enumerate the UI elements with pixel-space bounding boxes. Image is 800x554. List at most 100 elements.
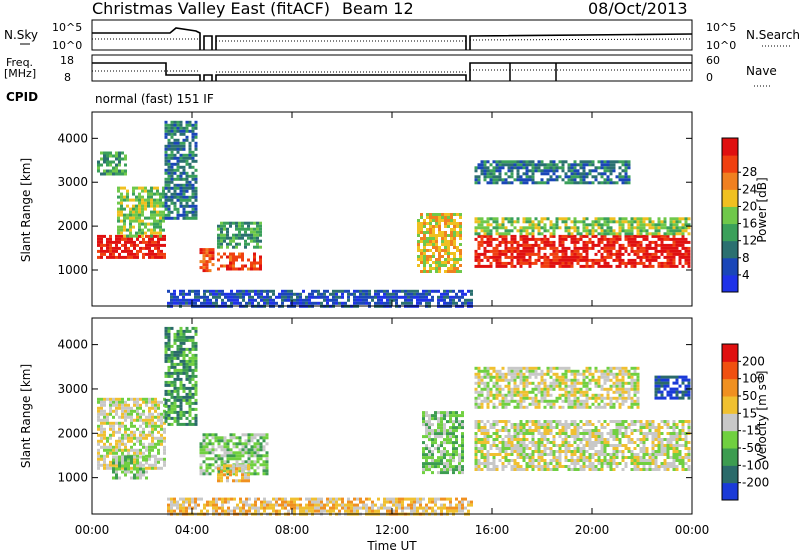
data-cell	[139, 412, 142, 416]
data-cell	[141, 231, 144, 235]
data-cell	[259, 448, 263, 452]
data-cell	[504, 420, 508, 423]
data-cell	[651, 453, 655, 456]
data-cell	[220, 470, 223, 474]
data-cell	[525, 237, 529, 241]
data-cell	[157, 243, 160, 247]
data-cell	[615, 232, 619, 236]
data-cell	[648, 217, 652, 221]
data-cell	[253, 463, 257, 467]
data-cell	[627, 220, 631, 224]
data-cell	[194, 123, 198, 127]
data-cell	[461, 420, 464, 424]
data-cell	[452, 447, 455, 451]
data-cell	[603, 420, 607, 423]
data-cell	[154, 436, 157, 440]
data-cell	[179, 204, 183, 208]
data-cell	[185, 386, 189, 390]
data-cell	[106, 463, 109, 467]
data-cell	[148, 448, 151, 452]
data-cell	[522, 261, 526, 265]
data-cell	[170, 401, 174, 405]
data-cell	[179, 141, 183, 145]
data-cell	[241, 476, 244, 480]
data-cell	[446, 468, 449, 472]
data-cell	[636, 240, 640, 244]
data-cell	[588, 240, 592, 244]
data-cell	[97, 466, 100, 470]
data-cell	[453, 225, 456, 228]
data-cell	[238, 236, 241, 240]
data-cell	[338, 301, 341, 305]
data-cell	[594, 441, 598, 444]
data-cell	[534, 217, 538, 221]
data-cell	[447, 261, 450, 264]
data-cell	[642, 252, 646, 256]
data-cell	[256, 472, 260, 476]
data-cell	[489, 453, 493, 456]
data-cell	[630, 450, 634, 453]
data-cell	[106, 436, 109, 440]
data-cell	[474, 423, 478, 426]
data-cell	[555, 220, 559, 224]
data-cell	[109, 234, 112, 238]
data-cell	[188, 301, 191, 305]
data-cell	[434, 438, 437, 442]
data-cell	[449, 298, 452, 302]
data-cell	[537, 423, 541, 426]
data-cell	[115, 463, 118, 467]
data-cell	[501, 163, 505, 167]
data-cell	[446, 292, 449, 296]
data-cell	[127, 415, 130, 419]
data-cell	[489, 426, 493, 429]
data-cell	[561, 166, 565, 170]
data-cell	[681, 459, 685, 462]
data-cell	[507, 229, 511, 233]
data-cell	[296, 292, 299, 296]
data-cell	[317, 295, 320, 299]
data-cell	[645, 462, 649, 465]
data-cell	[612, 456, 616, 459]
data-cell	[446, 301, 449, 305]
data-cell	[585, 232, 589, 236]
data-cell	[464, 298, 467, 302]
data-cell	[618, 432, 622, 435]
data-cell	[687, 249, 691, 253]
data-cell	[510, 249, 514, 253]
data-cell	[194, 204, 198, 208]
data-cell	[173, 377, 177, 381]
data-cell	[612, 220, 616, 224]
data-cell	[687, 264, 691, 268]
data-cell	[202, 439, 206, 443]
data-cell	[461, 453, 464, 457]
data-cell	[425, 301, 428, 305]
data-cell	[636, 252, 640, 256]
data-cell	[573, 226, 577, 230]
data-cell	[194, 353, 198, 357]
data-cell	[606, 459, 610, 462]
data-cell	[232, 472, 236, 476]
data-cell	[139, 461, 142, 465]
data-cell	[127, 409, 130, 413]
data-cell	[648, 453, 652, 456]
data-cell	[597, 160, 601, 164]
data-cell	[157, 460, 160, 464]
data-cell	[576, 252, 580, 256]
data-cell	[441, 255, 444, 258]
data-cell	[636, 462, 640, 465]
data-cell	[226, 442, 230, 446]
data-cell	[618, 423, 622, 426]
data-cell	[191, 195, 195, 199]
data-cell	[194, 326, 198, 330]
data-cell	[250, 472, 254, 476]
data-cell	[531, 465, 535, 468]
data-cell	[191, 126, 195, 130]
data-cell	[606, 444, 610, 447]
data-cell	[486, 175, 490, 179]
data-cell	[235, 227, 238, 231]
data-cell	[124, 409, 127, 413]
data-cell	[179, 353, 183, 357]
data-cell	[153, 186, 156, 190]
data-cell	[477, 220, 481, 224]
data-cell	[176, 150, 180, 154]
